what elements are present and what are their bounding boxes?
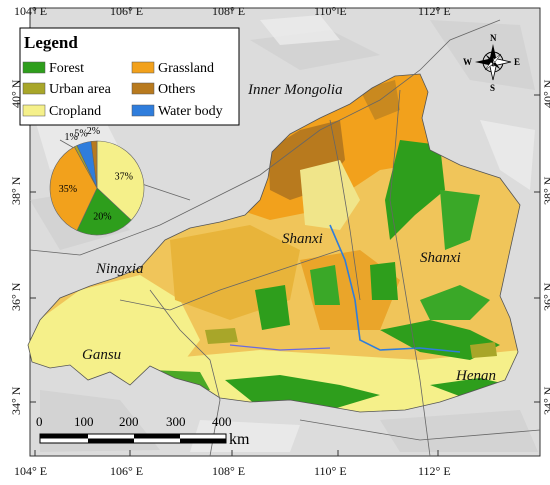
legend-swatch-water-body [131, 104, 155, 117]
scale-tick-0: 0 [36, 414, 43, 429]
land-use-pie-chart: 37% 20% 35% 1%5%2% [49, 126, 145, 236]
legend-label-urban-area: Urban area [49, 82, 112, 97]
lon-tick-bottom-0: 104° E [14, 464, 47, 478]
legend-swatch-grassland [131, 61, 155, 74]
pie-slice-cropland [96, 140, 145, 221]
compass-w: W [463, 57, 472, 67]
lon-tick-top-2: 108° E [212, 4, 245, 18]
legend-swatch-urban-area [22, 82, 46, 95]
legend-label-grassland: Grassland [158, 61, 214, 76]
scale-bar: 0 100 200 300 400 km [36, 414, 250, 448]
legend-title: Legend [24, 33, 78, 52]
lat-tick-right-3: 34° N [541, 386, 550, 415]
lat-tick-right-1: 38° N [541, 176, 550, 205]
compass-n: N [490, 33, 497, 43]
study-region-outline [27, 73, 521, 413]
lon-tick-top-1: 106° E [110, 4, 143, 18]
lon-tick-bottom-3: 110° E [314, 464, 347, 478]
lon-tick-top-0: 104° E [14, 4, 47, 18]
place-label-shaanxi: Shanxi [282, 231, 323, 247]
legend-label-water-body: Water body [158, 104, 223, 119]
pie-label-grassland: 35% [59, 184, 77, 195]
legend-box [19, 27, 240, 126]
legend-label-cropland: Cropland [49, 104, 101, 119]
place-label-inner-mongolia: Inner Mongolia [247, 82, 343, 98]
place-label-gansu: Gansu [82, 347, 121, 363]
legend-swatch-cropland [22, 104, 46, 117]
place-label-shanxi: Shanxi [420, 250, 461, 266]
lon-tick-bottom-4: 112° E [418, 464, 451, 478]
pie-label-cropland: 37% [115, 171, 133, 182]
pie-label-forest: 20% [93, 212, 111, 223]
scale-tick-300: 300 [166, 414, 186, 429]
lon-tick-bottom-2: 108° E [212, 464, 245, 478]
pie-label-others: 2% [87, 126, 100, 137]
legend-label-others: Others [158, 82, 195, 97]
lat-tick-left-2: 36° N [9, 282, 23, 311]
province-boundaries [29, 19, 541, 457]
lat-tick-left-3: 34° N [9, 386, 23, 415]
legend: Legend Forest Grassland Urban area Other… [19, 27, 240, 126]
lat-tick-right-0: 40° N [541, 79, 550, 108]
pie-label-urban-area: 1% [64, 132, 77, 143]
pie-slice-others [90, 140, 98, 189]
lon-tick-top-4: 112° E [418, 4, 451, 18]
lat-tick-right-2: 36° N [541, 282, 550, 311]
pie-label-water-body: 5% [74, 128, 87, 139]
lat-tick-left-1: 38° N [9, 176, 23, 205]
place-label-henan: Henan [455, 368, 496, 384]
legend-label-forest: Forest [49, 61, 84, 76]
lon-tick-top-3: 110° E [314, 4, 347, 18]
lon-tick-bottom-1: 106° E [110, 464, 143, 478]
legend-swatch-forest [22, 61, 46, 74]
scale-unit: km [229, 431, 250, 448]
compass-s: S [490, 83, 495, 93]
scale-tick-100: 100 [74, 414, 94, 429]
scale-tick-200: 200 [119, 414, 139, 429]
pie-slice-grassland [49, 146, 98, 231]
legend-swatch-others [131, 82, 155, 95]
compass-e: E [514, 57, 520, 67]
scale-tick-400: 400 [212, 414, 232, 429]
pie-slice-forest [76, 187, 132, 236]
place-label-ningxia: Ningxia [95, 261, 144, 277]
north-arrow-icon: N E S W [463, 33, 520, 93]
